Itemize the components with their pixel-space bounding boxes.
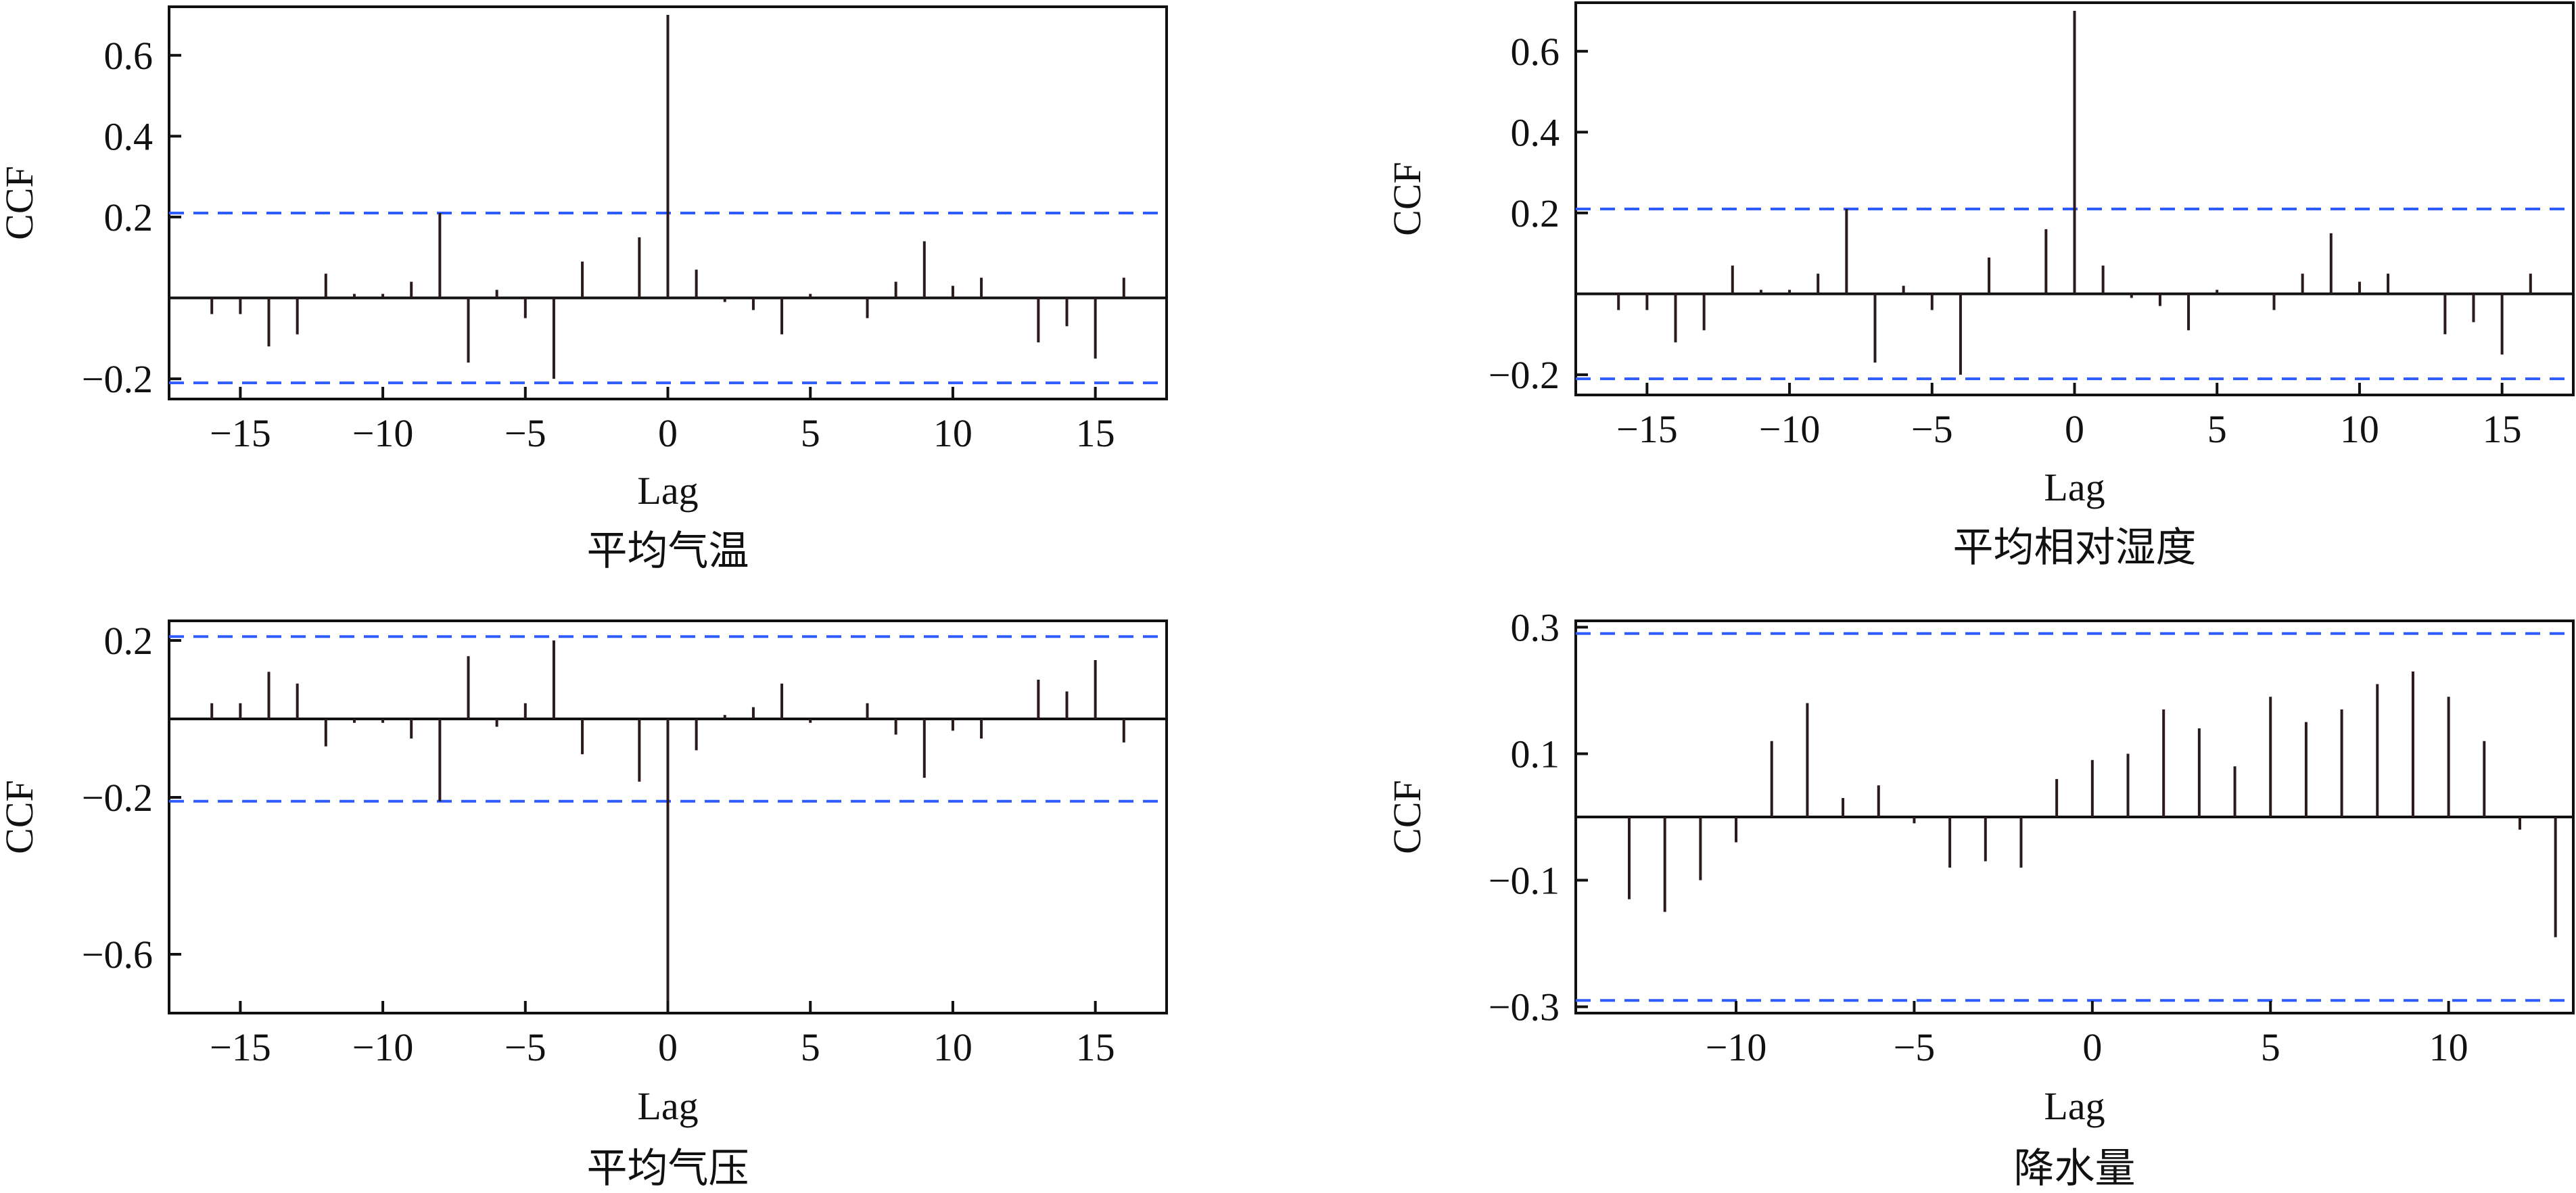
y-tick-label: 0.3 (1511, 605, 1560, 649)
x-tick-label: −15 (1616, 407, 1678, 451)
panel-caption: 降水量 (2014, 1146, 2136, 1191)
ccf-panel-4: −10 −5 0 5 10 −0.3 −0.1 0.1 0.3 Lag CCF 降水量 (1385, 605, 2575, 1191)
ccf-panel-2: −15 −10 −5 0 5 10 15 −0.2 0.2 0.4 0.6 Lag CCF 平均相对湿度 (1385, 1, 2575, 570)
x-tick-label: 10 (933, 1025, 973, 1069)
y-tick-label: 0.6 (1511, 30, 1560, 74)
x-tick-label: 15 (2483, 407, 2522, 451)
y-tick-label: 0.2 (104, 619, 154, 663)
x-tick-label: −5 (505, 1025, 546, 1069)
ccf-panel-3: −15 −10 −5 0 5 10 15 −0.6 −0.2 0.2 Lag CCF 平均气压 (0, 619, 1168, 1191)
y-tick-label: −0.2 (82, 776, 153, 820)
y-axis-label: CCF (0, 166, 41, 240)
y-tick-label: 0.2 (1511, 191, 1560, 235)
y-tick-label: 0.4 (1511, 110, 1560, 154)
y-tick-label: −0.1 (1489, 859, 1560, 903)
x-tick-label: 0 (658, 411, 678, 455)
y-tick-label: 0.4 (104, 114, 154, 158)
x-tick-label: 15 (1076, 411, 1115, 455)
y-tick-label: −0.6 (82, 933, 153, 977)
x-tick-label: 10 (2429, 1025, 2468, 1069)
x-tick-label: −10 (352, 1025, 414, 1069)
x-tick-label: 15 (1076, 1025, 1115, 1069)
x-tick-label: −5 (505, 411, 546, 455)
y-tick-label: 0.2 (104, 195, 154, 239)
x-tick-label: 5 (801, 1025, 820, 1069)
x-axis-label: Lag (2044, 465, 2105, 509)
y-tick-label: −0.2 (82, 357, 153, 401)
x-tick-label: 10 (2340, 407, 2379, 451)
y-tick-label: 0.6 (104, 34, 154, 78)
panel-caption: 平均相对湿度 (1953, 525, 2197, 570)
y-axis-label: CCF (1385, 162, 1429, 236)
x-tick-label: −10 (352, 411, 414, 455)
y-axis-label: CCF (0, 780, 41, 854)
x-tick-label: 5 (801, 411, 820, 455)
x-tick-label: 0 (658, 1025, 678, 1069)
x-tick-label: 5 (2261, 1025, 2280, 1069)
panel-caption: 平均气压 (587, 1146, 749, 1191)
x-tick-label: 5 (2207, 407, 2227, 451)
x-tick-label: 0 (2082, 1025, 2102, 1069)
x-tick-label: −10 (1759, 407, 1821, 451)
x-tick-label: 10 (933, 411, 973, 455)
x-tick-label: −15 (210, 411, 271, 455)
y-axis-label: CCF (1385, 780, 1429, 854)
x-axis-label: Lag (637, 1084, 698, 1128)
panel-caption: 平均气温 (587, 529, 749, 574)
x-axis-label: Lag (2044, 1084, 2105, 1128)
x-tick-label: −5 (1894, 1025, 1936, 1069)
x-tick-label: 0 (2065, 407, 2084, 451)
ccf-panel-1: −15 −10 −5 0 5 10 15 −0.2 0.2 0.4 0.6 Lag CCF 平均气温 (0, 5, 1168, 574)
x-tick-label: −10 (1706, 1025, 1767, 1069)
x-tick-label: −5 (1911, 407, 1953, 451)
y-tick-label: −0.3 (1489, 985, 1560, 1029)
x-tick-label: −15 (210, 1025, 271, 1069)
y-tick-label: −0.2 (1489, 353, 1560, 397)
y-tick-label: 0.1 (1511, 732, 1560, 776)
x-axis-label: Lag (637, 469, 698, 513)
